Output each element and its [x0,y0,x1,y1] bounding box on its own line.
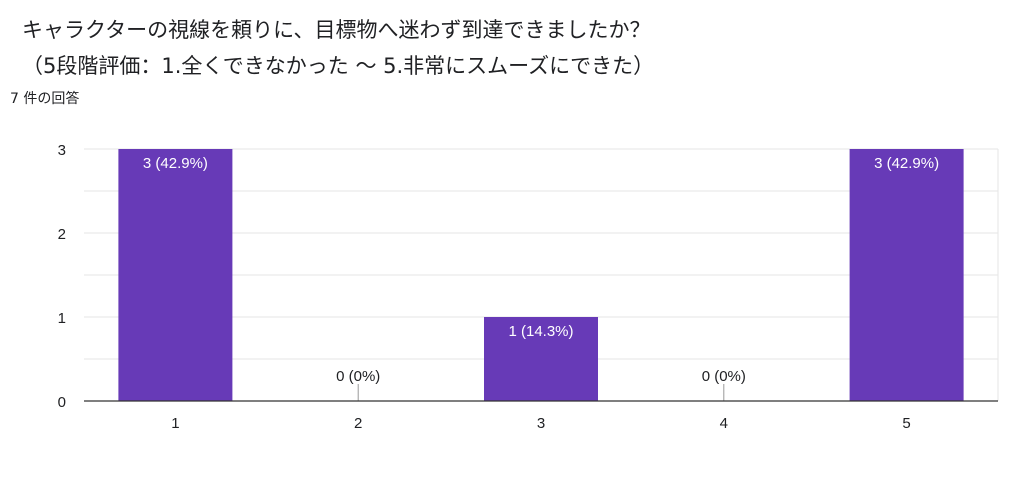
data-label: 1 (14.3%) [508,323,573,340]
data-label: 0 (0%) [336,368,380,385]
data-label: 3 (42.9%) [874,155,939,172]
y-tick-label: 0 [58,394,66,411]
question-title: キャラクターの視線を頼りに、目標物へ迷わず到達できましたか？ （5段階評価：1.… [22,12,1002,84]
x-tick-label: 5 [902,415,910,432]
data-label: 0 (0%) [702,368,746,385]
bar [484,317,598,401]
question-line-2: （5段階評価：1.全くできなかった 〜 5.非常にスムーズにできた） [22,54,655,78]
x-tick-label: 1 [171,415,179,432]
x-tick-label: 3 [537,415,545,432]
x-tick-label: 2 [354,415,362,432]
y-tick-label: 2 [58,226,66,243]
y-tick-label: 3 [58,142,66,159]
data-label: 3 (42.9%) [143,155,208,172]
question-line-1: キャラクターの視線を頼りに、目標物へ迷わず到達できましたか？ [22,18,651,42]
x-tick-label: 4 [720,415,728,432]
y-tick-label: 1 [58,310,66,327]
bar [118,149,233,401]
bar [849,149,964,401]
response-count: 7 件の回答 [10,91,80,107]
